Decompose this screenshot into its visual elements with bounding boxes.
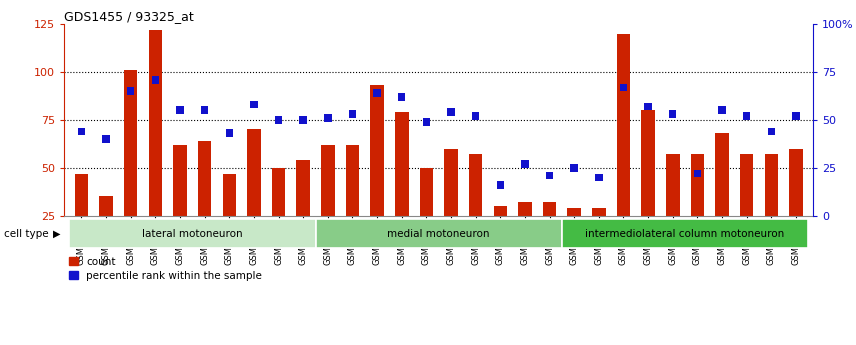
Bar bbox=[764, 154, 778, 216]
Legend: count, percentile rank within the sample: count, percentile rank within the sample bbox=[69, 257, 262, 281]
Bar bbox=[398, 93, 406, 101]
Bar bbox=[496, 181, 504, 189]
Bar bbox=[768, 128, 775, 135]
Text: GDS1455 / 93325_at: GDS1455 / 93325_at bbox=[64, 10, 194, 23]
Bar bbox=[201, 107, 208, 114]
Text: lateral motoneuron: lateral motoneuron bbox=[142, 229, 242, 239]
Bar bbox=[469, 154, 483, 216]
Bar bbox=[740, 154, 753, 216]
Bar bbox=[620, 83, 627, 91]
Bar bbox=[521, 160, 529, 168]
Bar bbox=[595, 174, 603, 181]
Bar bbox=[419, 168, 433, 216]
Bar bbox=[152, 76, 159, 83]
Bar bbox=[173, 145, 187, 216]
Bar bbox=[423, 118, 430, 126]
Text: intermediolateral column motoneuron: intermediolateral column motoneuron bbox=[586, 229, 785, 239]
Bar bbox=[271, 168, 285, 216]
Bar bbox=[78, 128, 86, 135]
Bar bbox=[316, 219, 562, 248]
Bar bbox=[296, 160, 310, 216]
Bar bbox=[275, 116, 282, 124]
Bar bbox=[395, 112, 408, 216]
Bar bbox=[198, 141, 211, 216]
Bar bbox=[562, 219, 808, 248]
Bar bbox=[300, 116, 307, 124]
Bar bbox=[570, 164, 578, 171]
Bar bbox=[472, 112, 479, 120]
Bar bbox=[716, 133, 728, 216]
Bar bbox=[103, 135, 110, 143]
Bar bbox=[616, 34, 630, 216]
Bar bbox=[789, 149, 803, 216]
Bar bbox=[250, 101, 258, 108]
Text: cell type: cell type bbox=[4, 229, 49, 239]
Bar bbox=[546, 171, 553, 179]
Bar bbox=[693, 170, 701, 177]
Bar bbox=[371, 86, 383, 216]
Bar bbox=[321, 145, 335, 216]
Text: ▶: ▶ bbox=[53, 229, 61, 239]
Bar bbox=[743, 112, 751, 120]
Bar bbox=[718, 107, 726, 114]
Bar bbox=[669, 110, 676, 118]
Bar bbox=[247, 129, 261, 216]
Bar bbox=[592, 208, 606, 216]
Bar bbox=[645, 103, 652, 110]
Bar bbox=[127, 87, 134, 95]
Bar bbox=[348, 110, 356, 118]
Bar bbox=[494, 206, 507, 216]
Bar bbox=[518, 202, 532, 216]
Bar bbox=[641, 110, 655, 216]
Bar bbox=[792, 112, 800, 120]
Bar bbox=[444, 149, 458, 216]
Bar bbox=[69, 219, 316, 248]
Bar bbox=[448, 108, 455, 116]
Bar bbox=[124, 70, 138, 216]
Bar bbox=[223, 174, 236, 216]
Bar bbox=[225, 129, 233, 137]
Bar bbox=[543, 202, 556, 216]
Bar bbox=[691, 154, 704, 216]
Bar bbox=[149, 30, 162, 216]
Bar bbox=[346, 145, 360, 216]
Bar bbox=[176, 107, 184, 114]
Bar bbox=[99, 196, 113, 216]
Bar bbox=[373, 89, 381, 97]
Text: medial motoneuron: medial motoneuron bbox=[388, 229, 490, 239]
Bar bbox=[666, 154, 680, 216]
Bar bbox=[324, 114, 331, 122]
Bar bbox=[74, 174, 88, 216]
Bar bbox=[568, 208, 581, 216]
